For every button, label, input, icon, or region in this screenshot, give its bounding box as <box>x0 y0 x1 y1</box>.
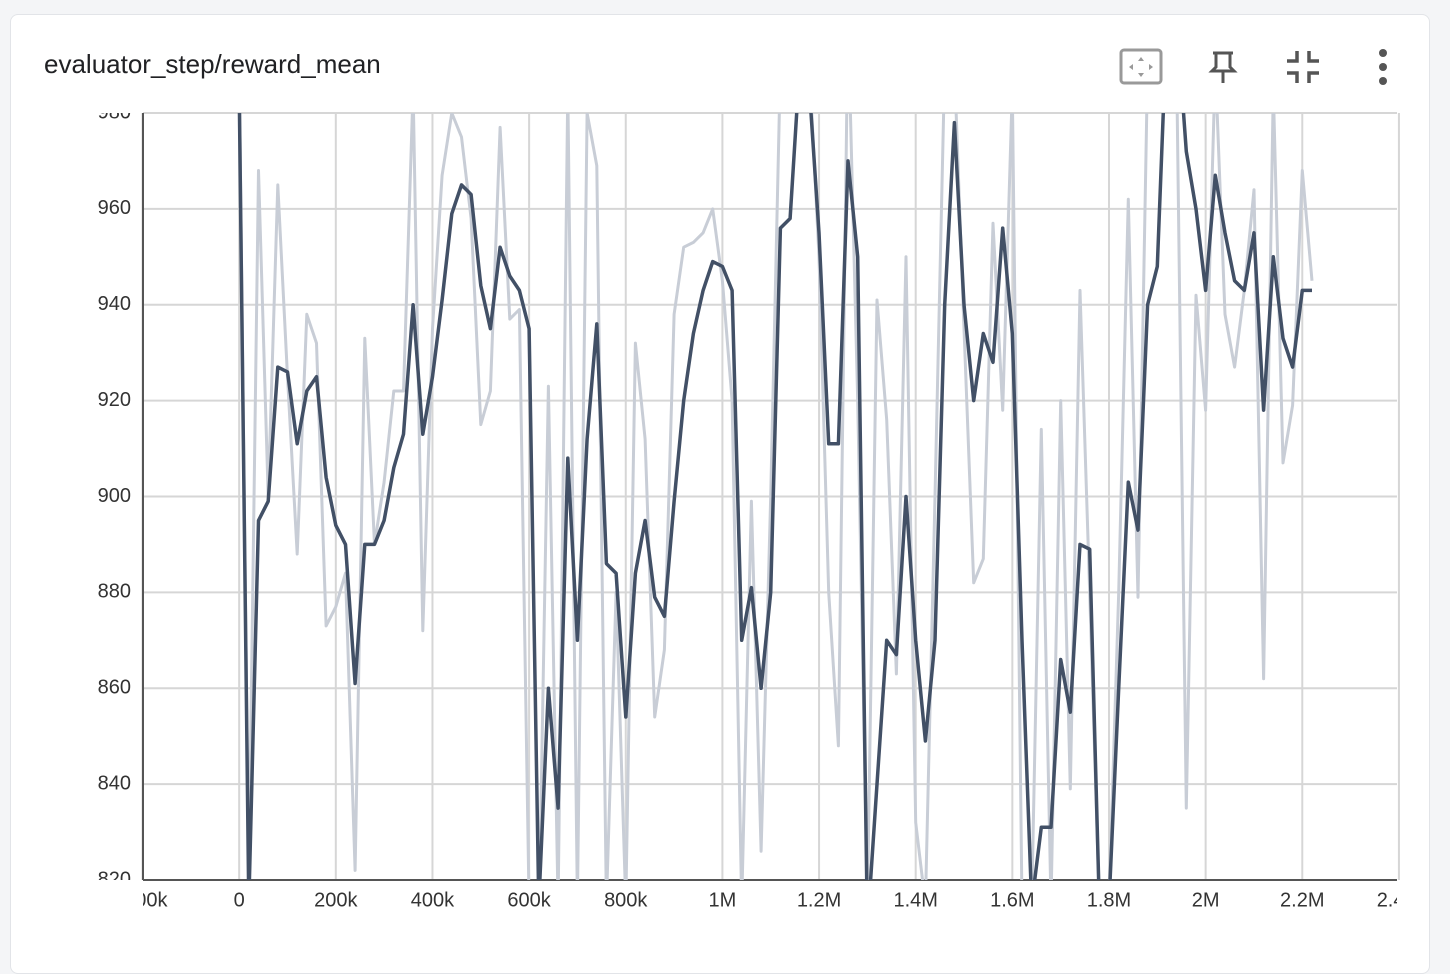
fit-domain-button[interactable] <box>1119 47 1163 87</box>
y-tick-label: 900 <box>98 485 131 507</box>
x-tick-label: 1M <box>709 889 737 911</box>
pin-button[interactable] <box>1201 47 1245 87</box>
collapse-button[interactable] <box>1281 47 1325 87</box>
grid <box>141 112 1400 881</box>
x-tick-label: 600k <box>507 889 551 911</box>
y-tick-label: 840 <box>98 772 131 794</box>
chart-title: evaluator_step/reward_mean <box>44 49 381 79</box>
x-tick-label: 1.4M <box>893 889 937 911</box>
x-tick-label: 1.6M <box>990 889 1034 911</box>
x-tick-label: 2M <box>1192 889 1220 911</box>
plot-area <box>237 113 1314 880</box>
x-tick-label: 1.2M <box>797 889 841 911</box>
y-tick-label: 920 <box>98 389 131 411</box>
x-tick-label: 200k <box>314 889 358 911</box>
series-line <box>237 113 1312 880</box>
x-tick-label: 2.4M <box>1377 889 1421 911</box>
menu-button[interactable] <box>1361 47 1405 87</box>
x-axis: -200k 0 200k 400k 600k 800k 1M 1.2M 1.4M 1.6M 1.8M… <box>118 889 1421 911</box>
y-tick-label: 960 <box>98 197 131 219</box>
x-tick-label: 800k <box>604 889 648 911</box>
y-tick-label: 980 <box>98 101 131 123</box>
y-tick-label: 860 <box>98 677 131 699</box>
y-tick-label: 820 <box>98 868 131 890</box>
x-tick-label: 2.2M <box>1280 889 1324 911</box>
x-tick-label: 400k <box>411 889 455 911</box>
x-tick-label: 1.8M <box>1087 889 1131 911</box>
y-tick-label: 880 <box>98 581 131 603</box>
x-tick-label: -200k <box>118 889 169 911</box>
x-tick-label: 0 <box>234 889 245 911</box>
y-tick-label: 940 <box>98 293 131 315</box>
y-axis: 820 840 860 880 900 920 940 960 980 <box>98 101 131 890</box>
